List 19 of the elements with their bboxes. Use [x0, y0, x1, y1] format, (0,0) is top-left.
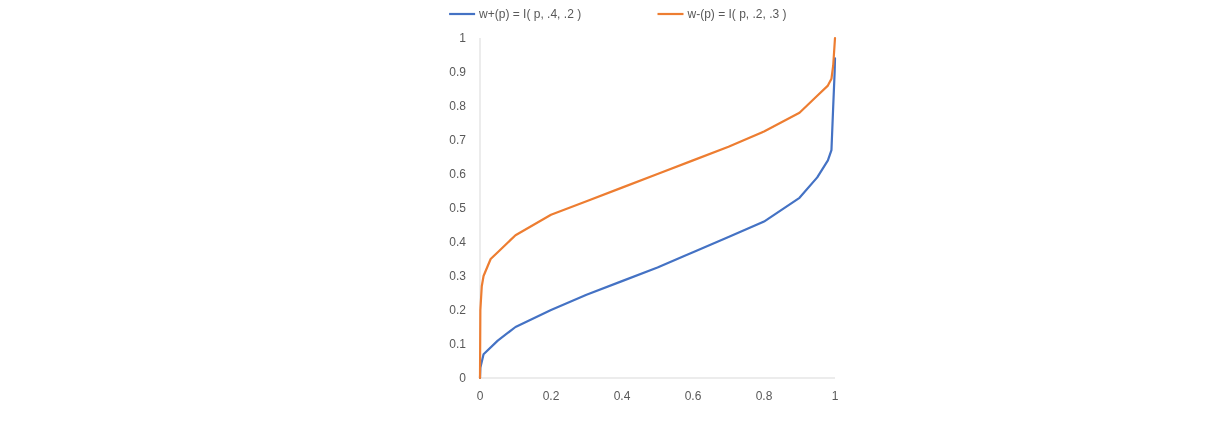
y-tick-label: 0.2 [449, 303, 467, 318]
x-tick-label: 0.4 [613, 389, 631, 403]
x-tick-label: 0.6 [684, 389, 702, 403]
y-tick-label: 0.3 [449, 269, 467, 284]
y-tick-label: 0.5 [449, 201, 467, 216]
y-tick-label: 0.8 [449, 99, 467, 114]
y-tick-label: 0.6 [449, 167, 467, 182]
y-tick-label: 0 [459, 371, 467, 386]
x-tick-label: 0.2 [542, 389, 560, 403]
x-tick-label: 1 [831, 389, 839, 403]
y-tick-label: 0.1 [449, 337, 467, 352]
y-tick-label: 0.7 [449, 133, 467, 148]
legend-label: w+(p) = I( p, .4, .2 ) [478, 7, 582, 22]
y-tick-label: 1 [459, 31, 467, 46]
y-tick-label: 0.9 [449, 65, 467, 80]
y-tick-label: 0.4 [449, 235, 467, 250]
x-tick-label: 0.8 [755, 389, 773, 403]
legend-label: w-(p) = I( p, .2, .3 ) [686, 7, 787, 22]
x-tick-label: 0 [476, 389, 484, 403]
